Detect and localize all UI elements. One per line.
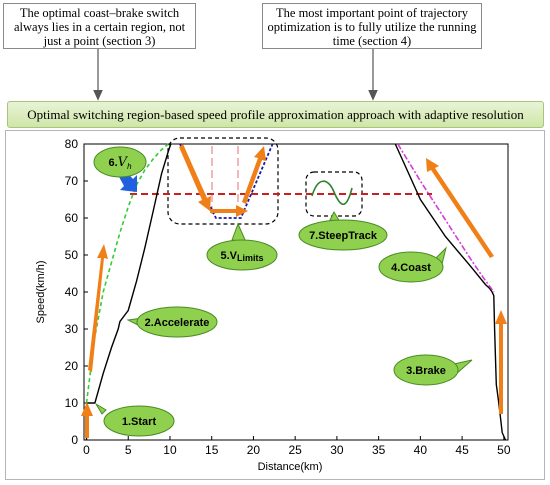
label-steeptrack-bubble: 7.SteepTrack [298, 210, 388, 251]
y-tick-label: 10 [65, 396, 79, 410]
orange-arrows [81, 144, 507, 438]
label-vh-sub: h [127, 162, 132, 171]
label-coast: 4.Coast [391, 262, 431, 274]
figure-panel [5, 130, 545, 480]
label-brake-bubble: 3.Brake [393, 354, 473, 386]
label-vlimits: 5.VLimits [220, 250, 263, 263]
orange-arrow-vlimits-up [242, 146, 266, 204]
axis-ticks: 0 5 10 15 20 25 30 35 40 45 50 0 10 20 30 40 50 60 70 80 [65, 137, 511, 457]
speed-profile-main [85, 143, 172, 441]
note-trajectory-optimization: The most important point of trajectory o… [262, 3, 482, 49]
y-tick-label: 50 [65, 248, 79, 262]
label-vlimits-bubble: 5.VLimits [206, 222, 278, 271]
x-tick-label: 40 [414, 443, 428, 457]
label-vlimits-sub: Limits [237, 253, 264, 263]
orange-arrow-vlimits-down [179, 144, 211, 211]
y-tick-label: 30 [65, 322, 79, 336]
x-tick-label: 15 [205, 443, 219, 457]
x-tick-label: 20 [247, 443, 261, 457]
y-tick-label: 20 [65, 359, 79, 373]
label-vh-bubble: 6.Vh [93, 146, 147, 178]
label-start: 1.Start [122, 416, 157, 428]
orange-arrow-accelerate [88, 244, 108, 372]
x-tick-label: 10 [163, 443, 177, 457]
label-brake: 3.Brake [406, 365, 446, 377]
x-tick-label: 0 [83, 443, 90, 457]
accelerate-curve [85, 143, 169, 404]
x-tick-label: 30 [330, 443, 344, 457]
label-vh: 6.Vh [108, 155, 132, 171]
x-tick-label: 45 [455, 443, 469, 457]
label-vh-prefix: 6. [108, 157, 117, 169]
y-tick-label: 0 [71, 433, 78, 447]
label-vlimits-main: 5.V [220, 250, 237, 262]
x-tick-label: 35 [372, 443, 386, 457]
orange-arrow-vlimits-flat [210, 205, 248, 217]
y-tick-label: 40 [65, 285, 79, 299]
label-vh-var: V [118, 155, 129, 170]
label-start-bubble: 1.Start [95, 403, 175, 437]
coast-brake-curve [394, 143, 507, 441]
note-coast-brake-switch: The optimal coast–brake switch always li… [3, 3, 196, 49]
label-accelerate: 2.Accelerate [145, 317, 210, 329]
y-tick-label: 60 [65, 211, 79, 225]
approach-banner: Optimal switching region-based speed pro… [7, 101, 544, 128]
vlimits-region-box [167, 137, 279, 225]
label-steeptrack: 7.SteepTrack [309, 230, 378, 242]
x-tick-label: 5 [125, 443, 132, 457]
steeptrack-curve [311, 180, 353, 206]
x-axis-label: Distance(km) [258, 461, 323, 473]
y-tick-label: 70 [65, 174, 79, 188]
orange-arrow-start [81, 402, 93, 438]
y-tick-label: 80 [65, 137, 79, 151]
y-axis-label: Speed(km/h) [35, 261, 47, 324]
coast-curve [397, 143, 495, 293]
x-tick-label: 25 [288, 443, 302, 457]
label-coast-bubble: 4.Coast [378, 246, 447, 283]
x-tick-label: 50 [497, 443, 511, 457]
orange-arrow-coast [426, 158, 494, 258]
label-accelerate-bubble: 2.Accelerate [126, 306, 218, 338]
orange-arrow-brake [495, 310, 507, 414]
